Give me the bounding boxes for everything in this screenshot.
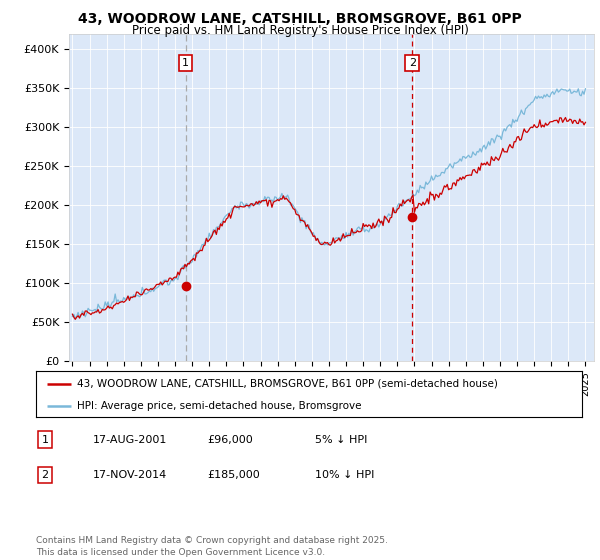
Text: £185,000: £185,000: [207, 470, 260, 480]
Text: 10% ↓ HPI: 10% ↓ HPI: [315, 470, 374, 480]
Text: 17-NOV-2014: 17-NOV-2014: [93, 470, 167, 480]
Text: 1: 1: [41, 435, 49, 445]
Text: 43, WOODROW LANE, CATSHILL, BROMSGROVE, B61 0PP: 43, WOODROW LANE, CATSHILL, BROMSGROVE, …: [78, 12, 522, 26]
Text: 5% ↓ HPI: 5% ↓ HPI: [315, 435, 367, 445]
Text: 2: 2: [409, 58, 416, 68]
Text: 43, WOODROW LANE, CATSHILL, BROMSGROVE, B61 0PP (semi-detached house): 43, WOODROW LANE, CATSHILL, BROMSGROVE, …: [77, 379, 498, 389]
Text: Price paid vs. HM Land Registry's House Price Index (HPI): Price paid vs. HM Land Registry's House …: [131, 24, 469, 36]
Text: 2: 2: [41, 470, 49, 480]
Text: 17-AUG-2001: 17-AUG-2001: [93, 435, 167, 445]
Text: HPI: Average price, semi-detached house, Bromsgrove: HPI: Average price, semi-detached house,…: [77, 401, 361, 410]
Text: Contains HM Land Registry data © Crown copyright and database right 2025.
This d: Contains HM Land Registry data © Crown c…: [36, 536, 388, 557]
Text: 1: 1: [182, 58, 189, 68]
Text: £96,000: £96,000: [207, 435, 253, 445]
